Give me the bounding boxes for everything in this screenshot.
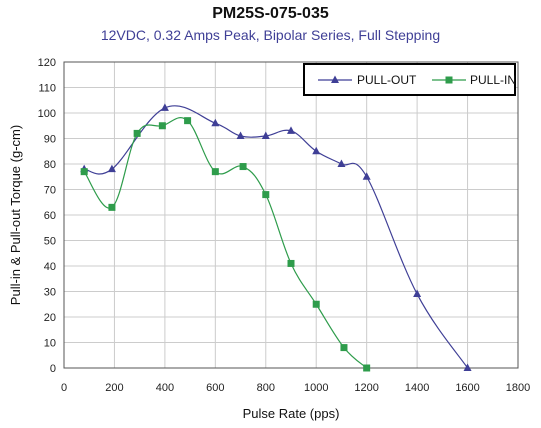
data-point-pull-out <box>107 164 116 173</box>
data-point-pull-out <box>236 131 245 139</box>
data-point-pull-out <box>362 172 371 180</box>
y-tick-label: 70 <box>44 185 56 197</box>
legend: PULL-OUT PULL-IN <box>303 63 516 96</box>
y-axis-ticks: 0 10 20 30 40 50 60 70 80 90 100 110 120 <box>38 57 56 375</box>
y-tick-label: 100 <box>38 108 56 120</box>
data-point-pull-in <box>312 300 320 308</box>
data-point-pull-in <box>211 168 219 176</box>
legend-label-pull-out: PULL-OUT <box>357 73 417 87</box>
series-layer <box>80 103 472 372</box>
y-axis-label: Pull-in & Pull-out Torque (g-cm) <box>8 125 23 305</box>
x-tick-label: 0 <box>61 382 67 394</box>
y-tick-label: 60 <box>44 210 56 222</box>
data-point-pull-in <box>108 203 116 211</box>
y-tick-label: 0 <box>50 363 56 375</box>
series-line-pull-in <box>83 117 368 369</box>
y-tick-label: 20 <box>44 312 56 324</box>
y-tick-label: 120 <box>38 57 56 69</box>
data-point-pull-in <box>363 364 371 372</box>
x-tick-label: 400 <box>156 382 174 394</box>
legend-marker-pull-in <box>445 76 453 84</box>
data-point-pull-in <box>262 191 270 199</box>
y-tick-label: 50 <box>44 236 56 248</box>
y-tick-label: 10 <box>44 338 56 350</box>
x-tick-label: 800 <box>257 382 275 394</box>
data-point-pull-in <box>287 259 295 267</box>
legend-label-pull-in: PULL-IN <box>470 73 516 87</box>
chart-title: PM25S-075-035 <box>212 5 329 22</box>
x-tick-label: 1400 <box>405 382 429 394</box>
x-tick-label: 1200 <box>354 382 378 394</box>
y-tick-label: 40 <box>44 261 56 273</box>
data-point-pull-out <box>312 146 321 155</box>
series-line-pull-out <box>84 105 469 369</box>
data-point-pull-out <box>337 159 346 167</box>
data-point-pull-out <box>211 118 220 127</box>
data-point-pull-out <box>261 131 270 139</box>
data-point-pull-out <box>463 363 472 371</box>
data-point-pull-out <box>413 289 422 298</box>
data-point-pull-in <box>340 344 348 352</box>
chart-subtitle: 12VDC, 0.32 Amps Peak, Bipolar Series, F… <box>100 27 441 43</box>
data-point-pull-in <box>184 117 192 125</box>
legend-marker-pull-out <box>331 75 339 83</box>
data-point-pull-out <box>160 103 169 111</box>
y-tick-label: 80 <box>44 159 56 171</box>
x-tick-label: 1000 <box>304 382 328 394</box>
x-tick-label: 1600 <box>455 382 479 394</box>
x-tick-label: 200 <box>105 382 123 394</box>
plot-area <box>63 61 519 369</box>
x-tick-label: 600 <box>206 382 224 394</box>
data-point-pull-in <box>158 122 166 130</box>
x-axis-label: Pulse Rate (pps) <box>243 406 340 421</box>
data-point-pull-out <box>287 126 295 134</box>
y-tick-label: 90 <box>44 134 56 146</box>
data-point-pull-in <box>133 129 141 137</box>
y-tick-label: 110 <box>38 83 56 95</box>
data-point-pull-in <box>239 163 247 171</box>
x-tick-label: 1800 <box>506 382 530 394</box>
x-axis-ticks: 0 200 400 600 800 1000 1200 1400 1600 1800 <box>61 382 530 394</box>
data-point-pull-in <box>80 168 88 176</box>
y-tick-label: 30 <box>44 287 56 299</box>
grid-lines <box>63 61 519 369</box>
